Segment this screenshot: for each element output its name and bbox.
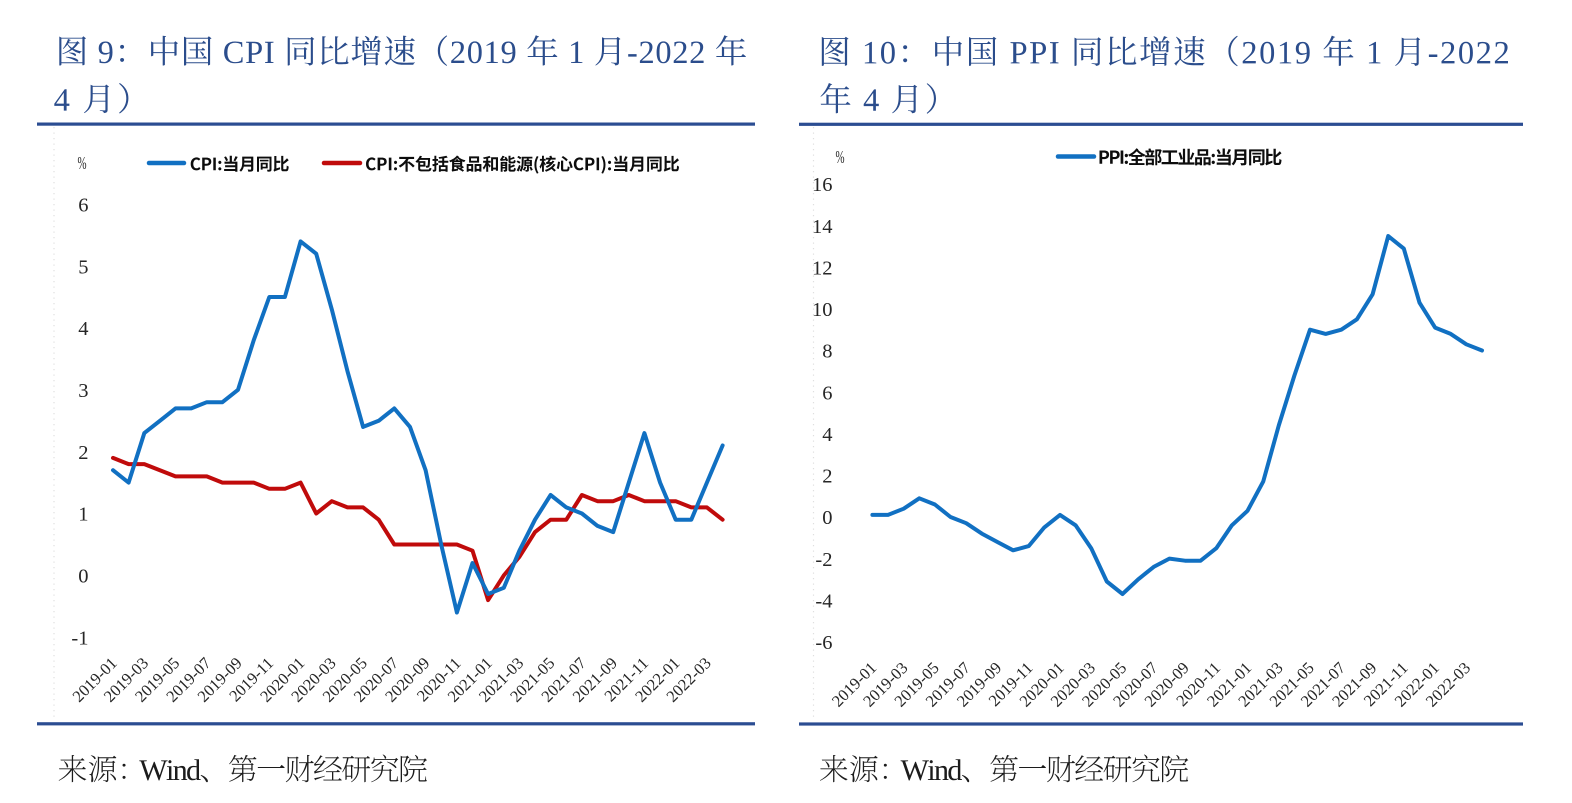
- svg-text:4: 4: [822, 424, 832, 446]
- svg-text:12: 12: [812, 258, 833, 280]
- svg-text:3: 3: [78, 380, 88, 402]
- svg-text:-1: -1: [71, 628, 88, 650]
- svg-text:16: 16: [812, 174, 833, 196]
- svg-text:5: 5: [78, 256, 88, 278]
- svg-text:2: 2: [78, 442, 88, 464]
- svg-text:0: 0: [822, 507, 832, 529]
- svg-text:-6: -6: [815, 632, 832, 654]
- svg-text:14: 14: [812, 216, 833, 238]
- svg-text:2: 2: [822, 466, 832, 488]
- svg-text:-4: -4: [815, 590, 832, 612]
- svg-text:0: 0: [78, 566, 88, 588]
- svg-text:8: 8: [822, 341, 832, 363]
- svg-text:%: %: [77, 155, 86, 174]
- svg-text:-2: -2: [815, 549, 832, 571]
- svg-text:6: 6: [822, 382, 832, 404]
- svg-text:%: %: [835, 149, 844, 168]
- svg-text:10: 10: [812, 299, 833, 321]
- svg-text:6: 6: [78, 194, 88, 216]
- svg-text:4: 4: [78, 318, 88, 340]
- svg-text:1: 1: [78, 504, 88, 526]
